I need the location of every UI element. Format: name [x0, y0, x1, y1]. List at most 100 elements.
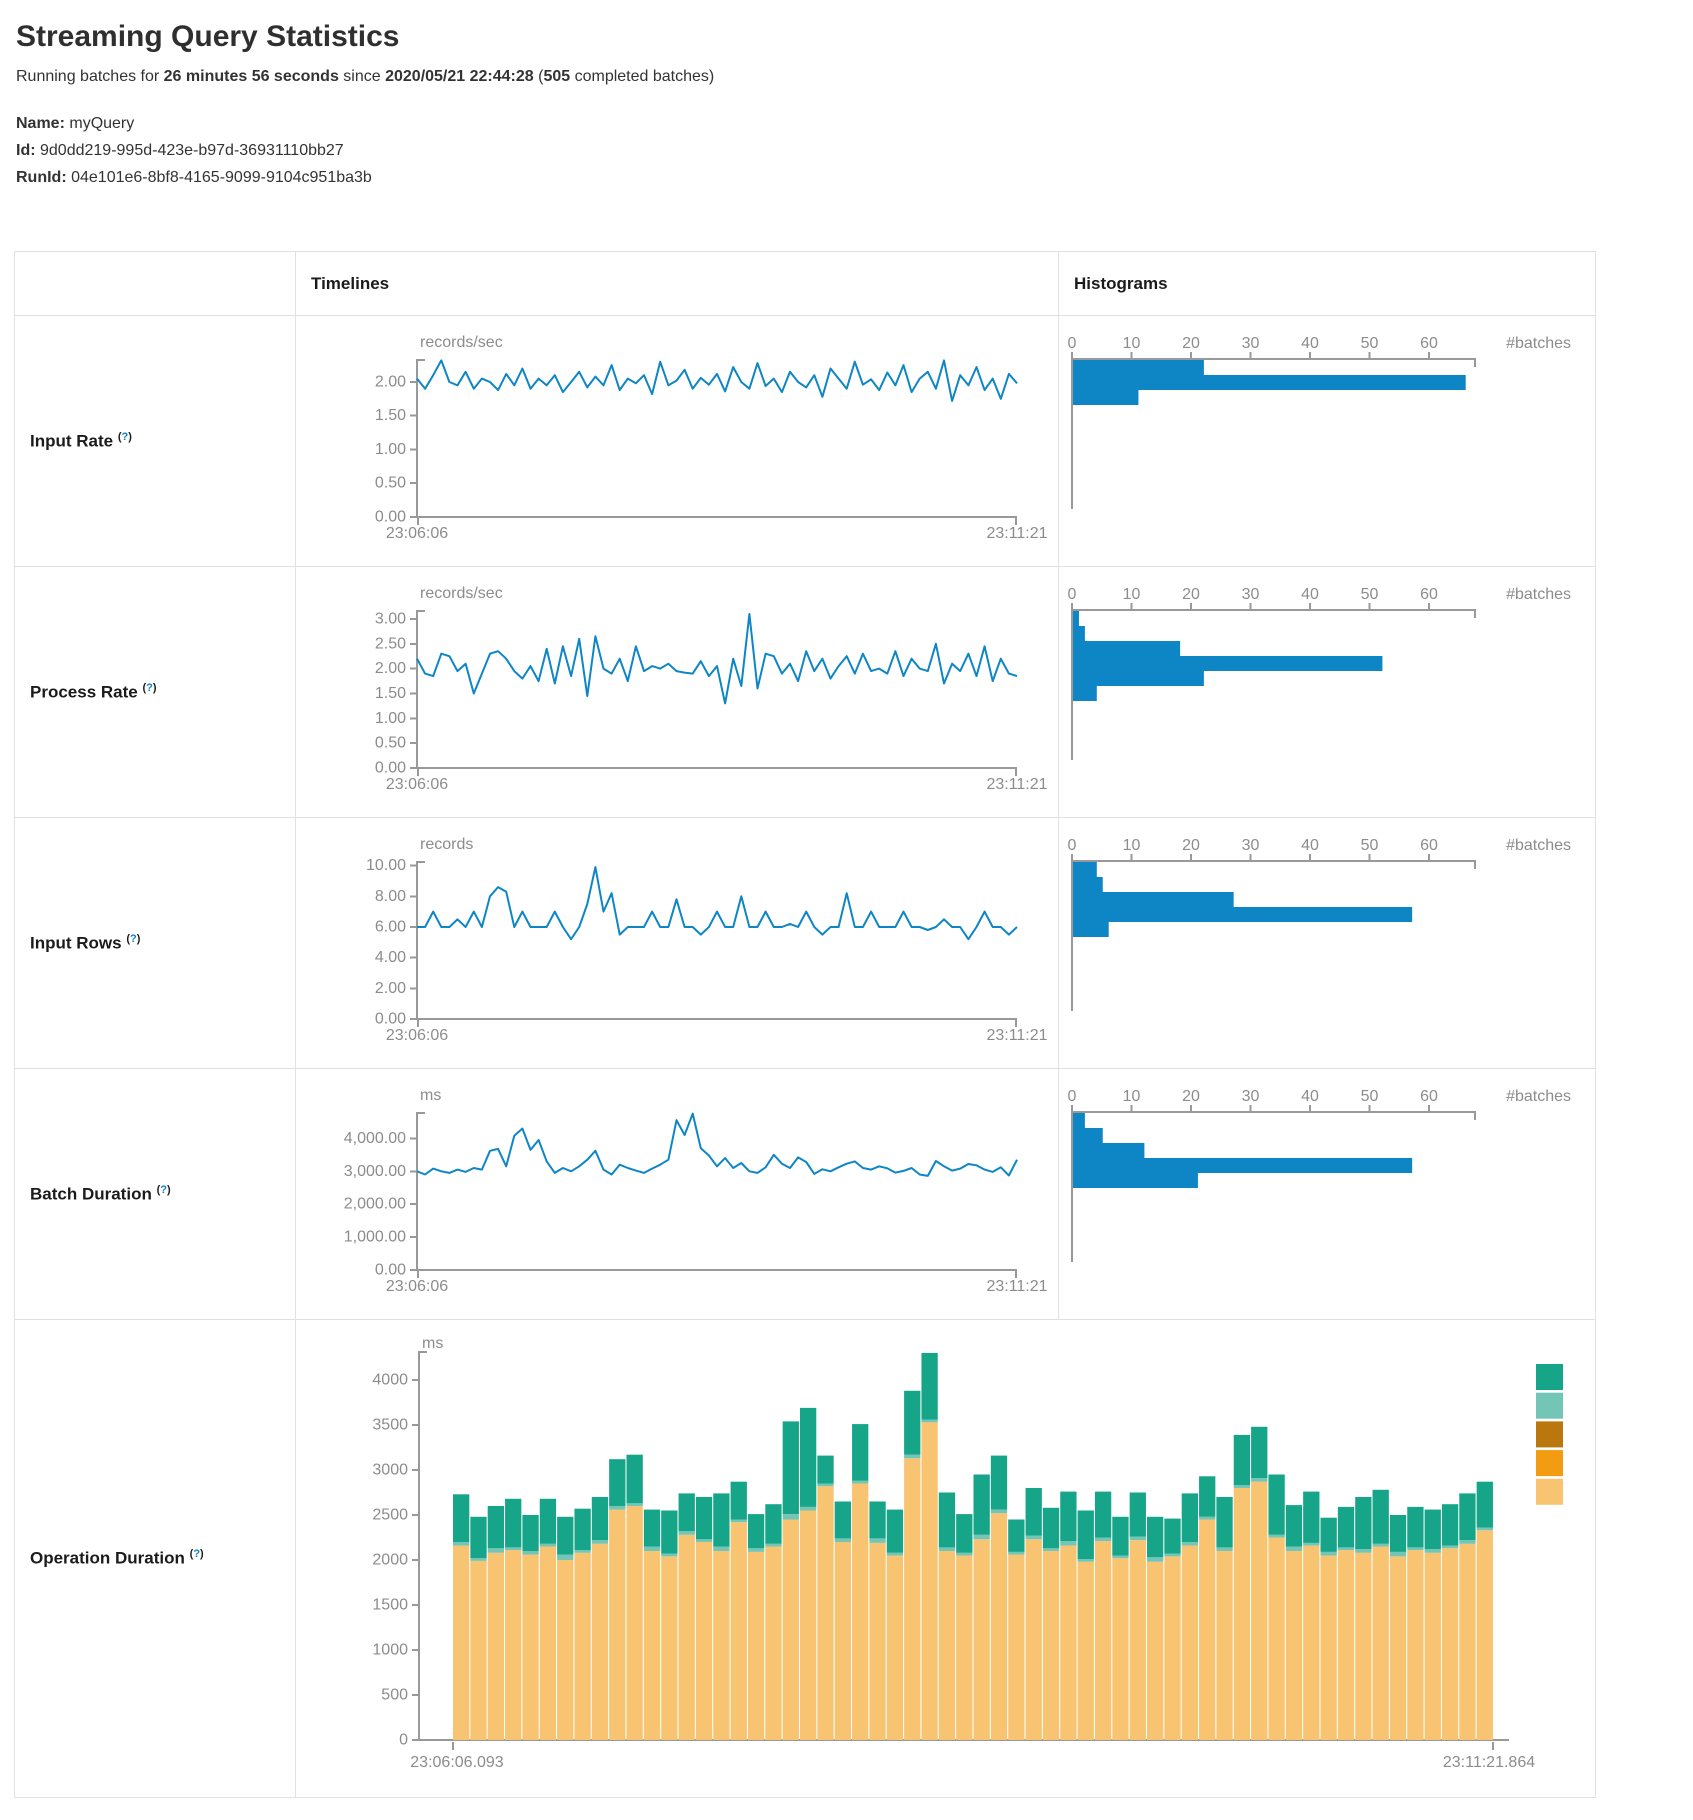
- stacked-bar-segment: [938, 1550, 956, 1740]
- stacked-bar-segment: [852, 1480, 869, 1484]
- page-title: Streaming Query Statistics: [16, 20, 400, 53]
- stacked-bar-segment: [817, 1486, 834, 1740]
- help-icon[interactable]: (?): [117, 430, 132, 443]
- header-empty-cell: [14, 251, 296, 316]
- stacked-bar-segment: [1112, 1555, 1129, 1559]
- stacked-bar-segment: [487, 1505, 504, 1549]
- svg-text:0.00: 0.00: [375, 509, 406, 526]
- stacked-bar-segment: [591, 1496, 609, 1541]
- stacked-bar-segment: [1129, 1492, 1146, 1537]
- stacked-bar-segment: [678, 1531, 695, 1535]
- stacked-bar-segment: [470, 1558, 487, 1561]
- stacked-bar-segment: [713, 1493, 730, 1547]
- svg-text:23:06:06: 23:06:06: [386, 525, 448, 542]
- legend-swatch: [1536, 1478, 1563, 1505]
- stacked-bar-segment: [557, 1559, 574, 1740]
- stacked-bar-segment: [1094, 1541, 1112, 1740]
- stacked-bar-segment: [921, 1422, 938, 1740]
- stacked-bar-segment: [800, 1407, 817, 1507]
- query-name-value: myQuery: [69, 115, 135, 132]
- svg-text:23:11:21: 23:11:21: [986, 776, 1047, 793]
- stacked-bar-segment: [1285, 1505, 1303, 1547]
- operation-duration-chart-cell: ms 0 500 1000 1500 2000 2500 3000 3500 4000 23:06:…: [295, 1319, 1596, 1798]
- stacked-bar-segment: [765, 1543, 782, 1547]
- stacked-bar-segment: [973, 1474, 990, 1535]
- stacked-bar-segment: [1476, 1527, 1493, 1531]
- metric-label: Input Rows: [30, 933, 122, 953]
- row-process-rate: Process Rate (?) records/sec 0.00 0.50 1.00 1…: [14, 566, 1596, 818]
- stacked-bar-segment: [505, 1550, 522, 1740]
- svg-text:40: 40: [1301, 586, 1319, 603]
- histogram-chart-process-rate: 0 10 20 30 40 50 60 #batches: [1068, 586, 1571, 760]
- stacked-bar-segment: [1008, 1551, 1025, 1555]
- stacked-bar-segment: [1147, 1561, 1164, 1740]
- stacked-bar-segment: [1094, 1537, 1112, 1542]
- stacked-bar-segment: [1199, 1519, 1216, 1740]
- stacked-bar-segment: [522, 1554, 539, 1740]
- stacked-bar-segment: [938, 1547, 956, 1551]
- svg-text:1.00: 1.00: [375, 441, 406, 458]
- stacked-bar-segment: [1216, 1496, 1233, 1548]
- svg-text:records/sec: records/sec: [420, 334, 503, 351]
- stacked-bar-segment: [1355, 1496, 1372, 1550]
- stacked-bar-segment: [1164, 1553, 1181, 1557]
- svg-text:0: 0: [1068, 335, 1077, 352]
- histogram-cell-batch-duration: 0 10 20 30 40 50 60 #batches: [1058, 1068, 1596, 1320]
- stacked-bar-segment: [1372, 1543, 1389, 1547]
- stacked-bar-segment: [765, 1504, 782, 1544]
- stacked-bar-segment: [557, 1516, 574, 1555]
- stacked-bar-segment: [1441, 1545, 1459, 1549]
- stacked-bar-segment: [1025, 1535, 1042, 1540]
- help-icon[interactable]: (?): [156, 1183, 171, 1196]
- help-icon[interactable]: (?): [142, 681, 157, 694]
- summary-text: since: [338, 68, 386, 85]
- svg-text:50: 50: [1361, 586, 1379, 603]
- stacked-bar-segment: [1303, 1545, 1320, 1740]
- stacked-bar-segment: [1112, 1558, 1129, 1740]
- row-label-batch-duration: Batch Duration (?): [14, 1068, 296, 1320]
- stacked-bar-segment: [869, 1538, 886, 1543]
- histogram-cell-input-rows: 0 10 20 30 40 50 60 #batches: [1058, 817, 1596, 1069]
- svg-text:30: 30: [1242, 586, 1260, 603]
- stacked-bar-segment: [609, 1509, 626, 1740]
- help-icon[interactable]: (?): [189, 1548, 204, 1561]
- stacked-bar-segment: [1233, 1487, 1251, 1740]
- stacked-bar-segment: [539, 1543, 557, 1547]
- query-runid-value: 04e101e6-8bf8-4165-9099-9104c951ba3b: [71, 169, 372, 186]
- svg-text:30: 30: [1242, 1088, 1260, 1105]
- query-name-line: Name: myQuery: [16, 110, 1693, 137]
- row-label-operation-duration: Operation Duration (?): [14, 1319, 296, 1798]
- svg-text:23:06:06: 23:06:06: [386, 1027, 448, 1044]
- stacked-bar-segment: [574, 1508, 591, 1551]
- stacked-bar-segment: [730, 1519, 747, 1523]
- svg-text:0: 0: [1068, 837, 1077, 854]
- query-id-line: Id: 9d0dd219-995d-423e-b97d-36931110bb27: [16, 137, 1693, 164]
- row-label-input-rate: Input Rate (?): [14, 315, 296, 567]
- stacked-bar-segment: [609, 1505, 626, 1510]
- stacked-bar-segment: [557, 1554, 574, 1560]
- running-batches-summary: Running batches for 26 minutes 56 second…: [16, 68, 1693, 86]
- stacked-bar-segment: [1268, 1537, 1285, 1740]
- query-name-label: Name:: [16, 115, 65, 132]
- stacked-bar-segment: [973, 1539, 990, 1740]
- stacked-bar-segment: [678, 1493, 695, 1532]
- svg-text:0.50: 0.50: [375, 735, 406, 752]
- svg-text:50: 50: [1361, 1088, 1379, 1105]
- query-id-value: 9d0dd219-995d-423e-b97d-36931110bb27: [40, 142, 344, 159]
- svg-text:2,000.00: 2,000.00: [344, 1196, 406, 1213]
- stacked-bar-segment: [1389, 1556, 1407, 1740]
- stacked-bar-segment: [1008, 1554, 1025, 1740]
- stacked-bar-segment: [505, 1547, 522, 1551]
- stacked-bar-segment: [852, 1483, 869, 1740]
- stacked-bar-segment: [1372, 1489, 1389, 1544]
- svg-text:40: 40: [1301, 1088, 1319, 1105]
- svg-text:0.00: 0.00: [375, 1262, 406, 1279]
- help-icon[interactable]: (?): [126, 932, 141, 945]
- svg-text:1000: 1000: [372, 1641, 408, 1658]
- stacked-bar-segment: [1251, 1481, 1268, 1740]
- stacked-bar-segment: [1337, 1506, 1355, 1548]
- header-timelines: Timelines: [295, 251, 1059, 316]
- stacked-bar-segment: [834, 1538, 851, 1542]
- stacked-bar-segment: [661, 1556, 678, 1740]
- stacked-bar-segment: [904, 1458, 921, 1740]
